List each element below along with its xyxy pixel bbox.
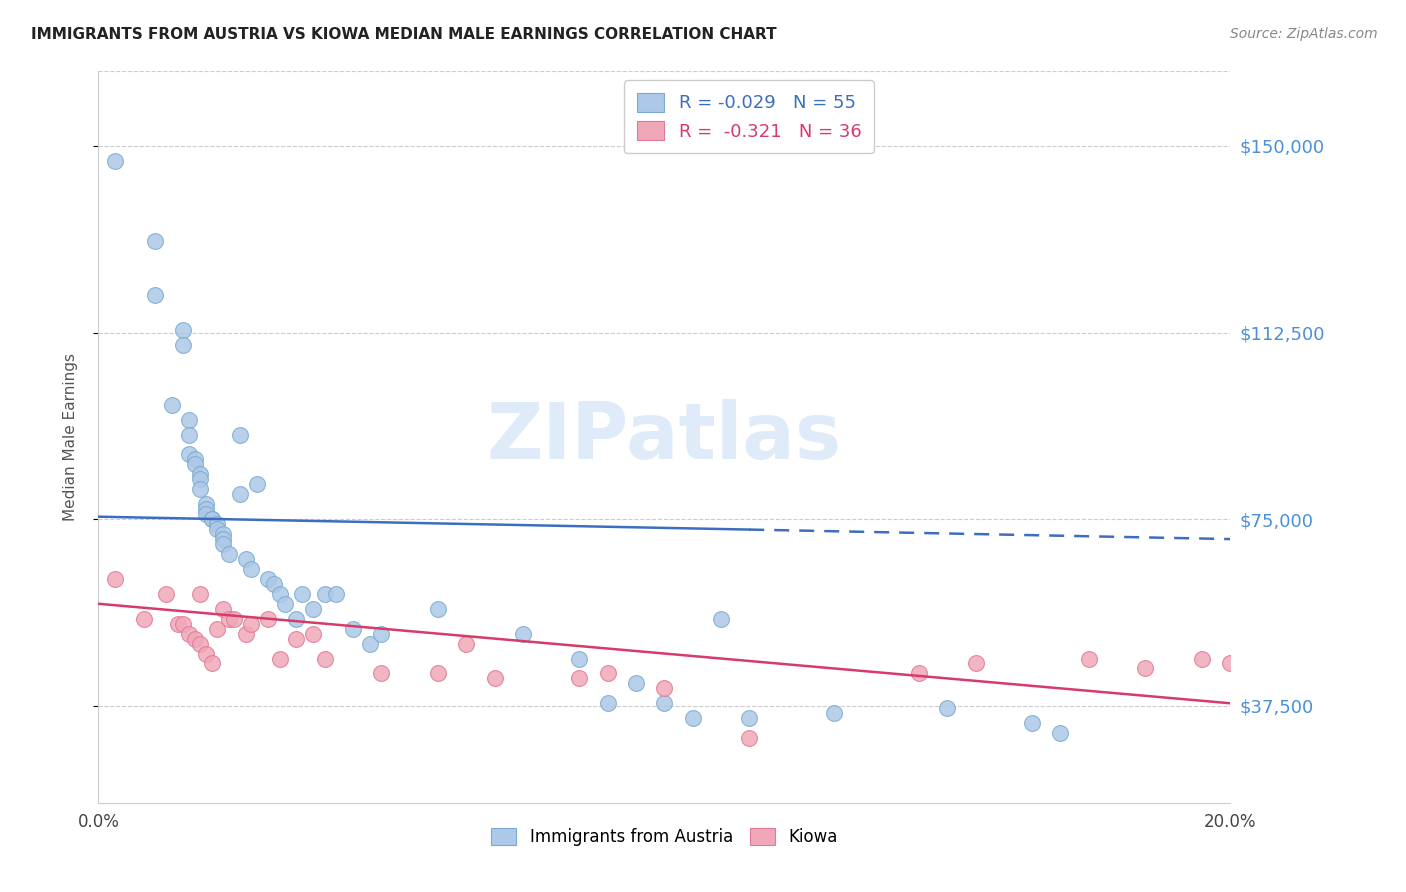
Point <box>212 601 235 615</box>
Point <box>201 657 224 671</box>
Point <box>652 696 676 710</box>
Text: Source: ZipAtlas.com: Source: ZipAtlas.com <box>1230 27 1378 41</box>
Point <box>1021 716 1043 731</box>
Y-axis label: Median Male Earnings: Median Male Earnings <box>63 353 77 521</box>
Point <box>155 587 177 601</box>
Point <box>212 527 235 541</box>
Point <box>257 612 280 626</box>
Point <box>194 647 217 661</box>
Point <box>235 552 257 566</box>
Point <box>188 636 211 650</box>
Point <box>207 622 229 636</box>
Point <box>738 731 761 745</box>
Point <box>172 323 194 337</box>
Point <box>224 612 246 626</box>
Point <box>177 626 200 640</box>
Point <box>738 711 761 725</box>
Text: IMMIGRANTS FROM AUSTRIA VS KIOWA MEDIAN MALE EARNINGS CORRELATION CHART: IMMIGRANTS FROM AUSTRIA VS KIOWA MEDIAN … <box>31 27 776 42</box>
Point <box>132 612 155 626</box>
Point <box>235 626 257 640</box>
Point <box>342 622 364 636</box>
Point <box>427 601 450 615</box>
Point <box>1135 661 1157 675</box>
Point <box>314 651 336 665</box>
Point <box>269 587 291 601</box>
Point <box>172 338 194 352</box>
Point <box>652 681 676 696</box>
Point <box>1191 651 1213 665</box>
Point <box>104 153 127 168</box>
Point <box>596 696 619 710</box>
Point <box>325 587 347 601</box>
Point <box>370 666 392 681</box>
Point <box>188 587 211 601</box>
Point <box>314 587 336 601</box>
Text: ZIPatlas: ZIPatlas <box>486 399 842 475</box>
Point <box>302 601 325 615</box>
Point <box>908 666 931 681</box>
Point <box>183 632 205 646</box>
Point <box>710 612 733 626</box>
Point <box>274 597 297 611</box>
Point <box>456 636 478 650</box>
Point <box>212 532 235 546</box>
Legend: Immigrants from Austria, Kiowa: Immigrants from Austria, Kiowa <box>485 822 844 853</box>
Point <box>246 477 269 491</box>
Point <box>568 672 591 686</box>
Point <box>177 412 200 426</box>
Point <box>285 632 308 646</box>
Point <box>177 448 200 462</box>
Point <box>166 616 188 631</box>
Point <box>104 572 127 586</box>
Point <box>512 626 534 640</box>
Point <box>229 487 252 501</box>
Point <box>229 427 252 442</box>
Point <box>359 636 381 650</box>
Point <box>143 234 166 248</box>
Point <box>624 676 647 690</box>
Point <box>172 616 194 631</box>
Point <box>160 398 183 412</box>
Point <box>207 522 229 536</box>
Point <box>936 701 959 715</box>
Point <box>263 577 285 591</box>
Point <box>285 612 308 626</box>
Point <box>1077 651 1099 665</box>
Point <box>269 651 291 665</box>
Point <box>682 711 704 725</box>
Point <box>302 626 325 640</box>
Point <box>240 562 263 576</box>
Point <box>484 672 506 686</box>
Point <box>568 651 591 665</box>
Point <box>207 517 229 532</box>
Point <box>188 483 211 497</box>
Point <box>1219 657 1241 671</box>
Point <box>143 288 166 302</box>
Point <box>188 472 211 486</box>
Point <box>188 467 211 482</box>
Point <box>183 458 205 472</box>
Point <box>194 507 217 521</box>
Point <box>201 512 224 526</box>
Point <box>218 612 240 626</box>
Point <box>427 666 450 681</box>
Point <box>1049 726 1071 740</box>
Point <box>194 497 217 511</box>
Point <box>212 537 235 551</box>
Point <box>596 666 619 681</box>
Point <box>257 572 280 586</box>
Point <box>218 547 240 561</box>
Point <box>194 502 217 516</box>
Point <box>177 427 200 442</box>
Point <box>965 657 987 671</box>
Point <box>201 512 224 526</box>
Point <box>183 452 205 467</box>
Point <box>240 616 263 631</box>
Point <box>823 706 845 721</box>
Point <box>291 587 314 601</box>
Point <box>370 626 392 640</box>
